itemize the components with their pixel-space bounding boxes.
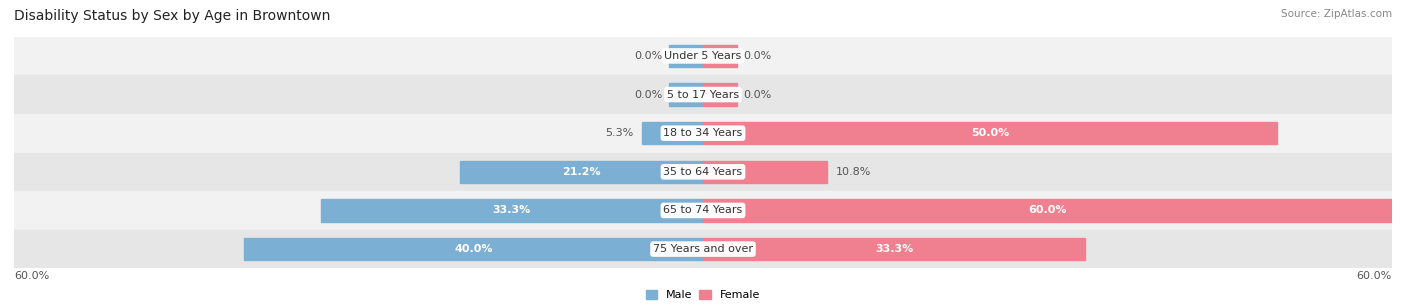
- Bar: [669, 45, 703, 67]
- Text: 40.0%: 40.0%: [454, 244, 492, 254]
- Text: 21.2%: 21.2%: [562, 167, 600, 177]
- Text: 18 to 34 Years: 18 to 34 Years: [664, 128, 742, 138]
- Bar: [703, 83, 738, 106]
- Text: 0.0%: 0.0%: [744, 90, 772, 99]
- Bar: [643, 122, 703, 144]
- Bar: [703, 238, 1085, 260]
- Bar: [14, 152, 1392, 191]
- Text: Source: ZipAtlas.com: Source: ZipAtlas.com: [1281, 9, 1392, 19]
- Bar: [669, 83, 703, 106]
- Text: 50.0%: 50.0%: [972, 128, 1010, 138]
- Text: 0.0%: 0.0%: [744, 51, 772, 61]
- Bar: [14, 75, 1392, 114]
- Text: 33.3%: 33.3%: [875, 244, 914, 254]
- Text: Under 5 Years: Under 5 Years: [665, 51, 741, 61]
- Text: 33.3%: 33.3%: [492, 206, 531, 215]
- Text: 75 Years and over: 75 Years and over: [652, 244, 754, 254]
- Bar: [14, 37, 1392, 75]
- Bar: [460, 161, 703, 183]
- Bar: [703, 45, 738, 67]
- Legend: Male, Female: Male, Female: [641, 285, 765, 305]
- Bar: [703, 199, 1392, 222]
- Bar: [14, 191, 1392, 230]
- Text: 10.8%: 10.8%: [837, 167, 872, 177]
- Bar: [14, 114, 1392, 152]
- Bar: [321, 199, 703, 222]
- Text: 60.0%: 60.0%: [1028, 206, 1067, 215]
- Bar: [243, 238, 703, 260]
- Text: 35 to 64 Years: 35 to 64 Years: [664, 167, 742, 177]
- Bar: [703, 122, 1277, 144]
- Bar: [703, 161, 827, 183]
- Text: 0.0%: 0.0%: [634, 90, 662, 99]
- Text: 60.0%: 60.0%: [1357, 271, 1392, 282]
- Bar: [14, 230, 1392, 268]
- Text: 5 to 17 Years: 5 to 17 Years: [666, 90, 740, 99]
- Text: 5.3%: 5.3%: [605, 128, 633, 138]
- Text: 0.0%: 0.0%: [634, 51, 662, 61]
- Text: 60.0%: 60.0%: [14, 271, 49, 282]
- Text: Disability Status by Sex by Age in Browntown: Disability Status by Sex by Age in Brown…: [14, 9, 330, 23]
- Text: 65 to 74 Years: 65 to 74 Years: [664, 206, 742, 215]
